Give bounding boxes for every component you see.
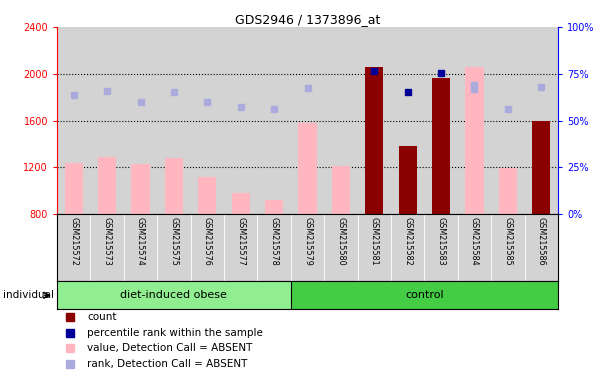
- Text: GSM215576: GSM215576: [203, 217, 212, 266]
- Bar: [265, 200, 283, 214]
- Text: GSM215583: GSM215583: [437, 217, 446, 266]
- Text: rank, Detection Call = ABSENT: rank, Detection Call = ABSENT: [87, 359, 247, 369]
- Bar: [98, 157, 116, 214]
- Bar: [332, 166, 350, 214]
- Text: GSM215585: GSM215585: [503, 217, 512, 266]
- Bar: [57, 27, 91, 214]
- Text: GSM215580: GSM215580: [337, 217, 346, 266]
- Bar: [224, 27, 257, 214]
- Bar: [131, 164, 149, 214]
- Bar: [291, 281, 558, 309]
- Text: GSM215581: GSM215581: [370, 217, 379, 266]
- Text: GSM215574: GSM215574: [136, 217, 145, 266]
- Bar: [232, 193, 250, 214]
- Text: count: count: [87, 311, 116, 322]
- Text: GSM215575: GSM215575: [169, 217, 178, 266]
- Bar: [358, 27, 391, 214]
- Text: individual: individual: [3, 290, 54, 300]
- Text: value, Detection Call = ABSENT: value, Detection Call = ABSENT: [87, 343, 253, 353]
- Bar: [65, 163, 83, 214]
- Bar: [291, 27, 324, 214]
- Bar: [398, 146, 417, 214]
- Bar: [324, 27, 358, 214]
- Bar: [165, 158, 183, 214]
- Bar: [532, 121, 550, 214]
- Text: GSM215584: GSM215584: [470, 217, 479, 266]
- Bar: [191, 27, 224, 214]
- Bar: [424, 27, 458, 214]
- Bar: [466, 67, 484, 214]
- Bar: [391, 27, 424, 214]
- Bar: [491, 27, 524, 214]
- Bar: [57, 281, 291, 309]
- Text: GSM215578: GSM215578: [269, 217, 278, 266]
- Text: GSM215579: GSM215579: [303, 217, 312, 266]
- Text: diet-induced obese: diet-induced obese: [121, 290, 227, 300]
- Text: percentile rank within the sample: percentile rank within the sample: [87, 328, 263, 338]
- Text: GSM215573: GSM215573: [103, 217, 112, 266]
- Bar: [91, 27, 124, 214]
- Bar: [257, 27, 291, 214]
- Text: GSM215577: GSM215577: [236, 217, 245, 266]
- Text: control: control: [405, 290, 444, 300]
- Bar: [365, 67, 383, 214]
- Bar: [198, 177, 217, 214]
- Bar: [499, 168, 517, 214]
- Bar: [458, 27, 491, 214]
- Bar: [157, 27, 191, 214]
- Bar: [298, 123, 317, 214]
- Text: GSM215582: GSM215582: [403, 217, 412, 266]
- Bar: [432, 78, 450, 214]
- Bar: [124, 27, 157, 214]
- Title: GDS2946 / 1373896_at: GDS2946 / 1373896_at: [235, 13, 380, 26]
- Text: GSM215586: GSM215586: [537, 217, 546, 266]
- Text: GSM215572: GSM215572: [69, 217, 78, 266]
- Bar: [524, 27, 558, 214]
